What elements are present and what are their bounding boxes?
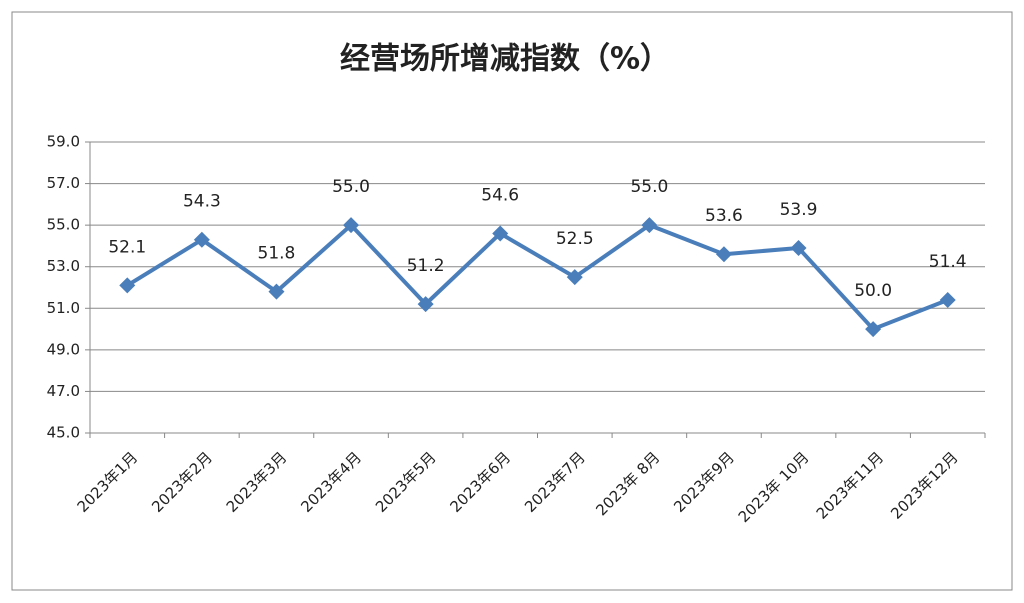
data-point bbox=[641, 217, 658, 234]
chart-title: 经营场所增减指数（%） bbox=[340, 42, 670, 77]
data-point bbox=[119, 277, 136, 294]
y-tick-label: 57.0 bbox=[47, 174, 80, 192]
y-tick-label: 49.0 bbox=[47, 340, 80, 358]
data-label: 53.6 bbox=[705, 206, 743, 226]
data-label: 52.5 bbox=[556, 229, 594, 249]
y-tick-label: 45.0 bbox=[47, 424, 80, 442]
data-label: 55.0 bbox=[332, 177, 370, 197]
series-line bbox=[126, 223, 949, 332]
data-label: 54.6 bbox=[481, 185, 519, 205]
y-tick-label: 47.0 bbox=[47, 382, 80, 400]
data-point bbox=[417, 296, 434, 313]
data-point bbox=[343, 217, 360, 234]
y-tick-label: 51.0 bbox=[47, 299, 80, 317]
y-tick-label: 53.0 bbox=[47, 257, 80, 275]
data-label: 51.2 bbox=[407, 256, 445, 276]
data-point bbox=[566, 269, 583, 286]
data-label: 55.0 bbox=[630, 177, 668, 197]
data-point bbox=[865, 321, 882, 338]
data-point bbox=[715, 246, 732, 263]
y-tick-label: 59.0 bbox=[47, 133, 80, 151]
data-label: 51.4 bbox=[929, 252, 967, 272]
data-point bbox=[939, 291, 956, 308]
data-point bbox=[193, 231, 210, 248]
data-label: 50.0 bbox=[854, 281, 892, 301]
data-point bbox=[268, 283, 285, 300]
data-label: 52.1 bbox=[108, 237, 146, 257]
data-label: 54.3 bbox=[183, 192, 221, 212]
data-point bbox=[492, 225, 509, 242]
data-point bbox=[790, 240, 807, 257]
data-label: 53.9 bbox=[780, 200, 818, 220]
y-tick-label: 55.0 bbox=[47, 216, 80, 234]
data-label: 51.8 bbox=[258, 244, 296, 264]
